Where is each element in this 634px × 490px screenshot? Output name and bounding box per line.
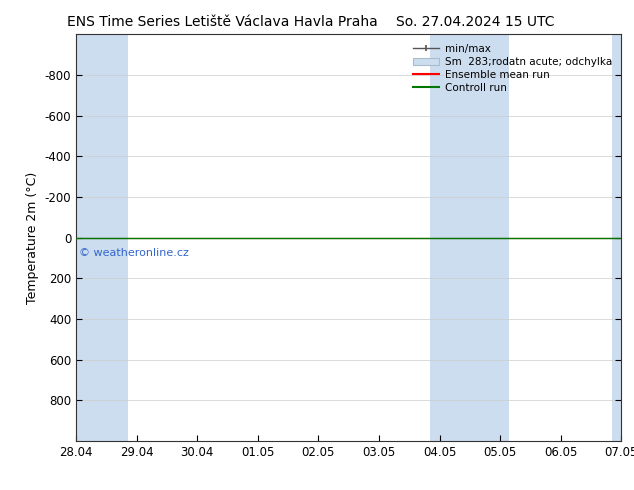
Bar bbox=[430, 34, 509, 441]
Text: So. 27.04.2024 15 UTC: So. 27.04.2024 15 UTC bbox=[396, 15, 555, 29]
Legend: min/max, Sm  283;rodatn acute; odchylka, Ensemble mean run, Controll run: min/max, Sm 283;rodatn acute; odchylka, … bbox=[410, 40, 616, 97]
Bar bbox=[612, 34, 621, 441]
Y-axis label: Temperature 2m (°C): Temperature 2m (°C) bbox=[26, 172, 39, 304]
Text: © weatheronline.cz: © weatheronline.cz bbox=[79, 248, 189, 258]
Text: ENS Time Series Letiště Václava Havla Praha: ENS Time Series Letiště Václava Havla Pr… bbox=[67, 15, 377, 29]
Bar bbox=[76, 34, 127, 441]
